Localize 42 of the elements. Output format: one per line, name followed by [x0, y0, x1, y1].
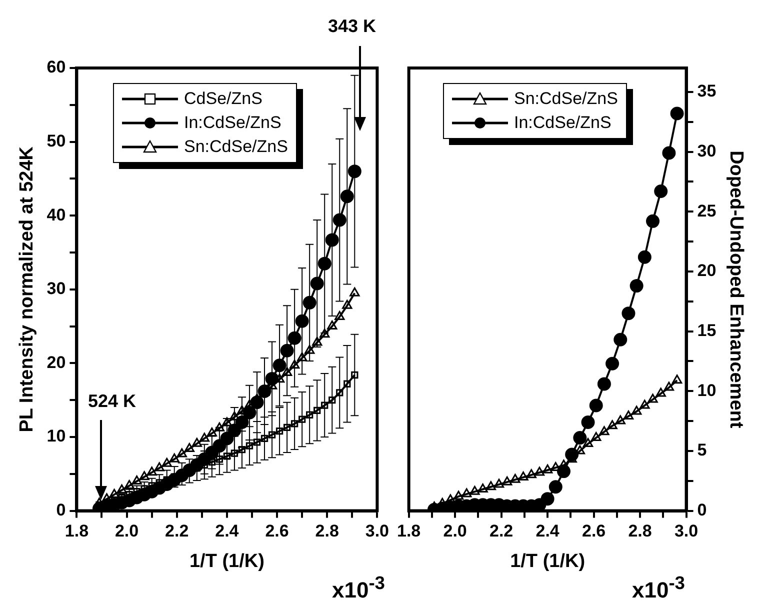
text: 343 K	[328, 16, 376, 37]
x-axis-title: 1/T (1/K)	[189, 550, 264, 572]
y2-axis-title: Doped-Undoped Enhancement	[725, 150, 746, 429]
y-tick-label: 40	[46, 205, 66, 224]
y-axis-title: PL Intensity normalized at 524K	[16, 146, 38, 432]
y2-tick-label: 10	[697, 380, 716, 400]
y-tick-label: 10	[46, 426, 66, 446]
y-tick-label: 50	[46, 131, 66, 150]
y-tick-label: 20	[46, 352, 66, 372]
x-tick-label: 2.8	[628, 522, 652, 541]
y2-tick-label: 30	[697, 141, 716, 160]
legend-label: Sn:CdSe/ZnS	[514, 88, 618, 110]
y2-tick-label: 15	[697, 320, 716, 340]
y-tick-label: 30	[46, 279, 66, 298]
x-tick-label: 3.0	[365, 522, 390, 541]
annotation: 524 K	[88, 391, 136, 412]
text: x10$^{-3}$	[332, 572, 385, 603]
x-tick-label: 2.2	[165, 522, 189, 541]
y2-tick-label: 25	[697, 201, 716, 220]
x-tick-label: 2.6	[582, 522, 606, 541]
x-tick-label: 1.8	[396, 522, 421, 541]
x-tick-label: 2.2	[489, 522, 514, 541]
y2-tick-label: 20	[697, 261, 716, 280]
y-tick-label: 0	[56, 500, 66, 520]
y2-tick-label: 5	[697, 440, 707, 460]
legend-label: CdSe/ZnS	[184, 88, 262, 110]
x-axis-title: 1/T (1/K)	[510, 550, 586, 572]
x-tick-label: 2.0	[443, 522, 467, 541]
y-tick-label: 60	[46, 58, 66, 77]
legend-label: Sn:CdSe/ZnS	[184, 136, 288, 158]
text: x10$^{-3}$	[632, 572, 685, 603]
x-tick-label: 3.0	[674, 522, 698, 541]
x-tick-label: 2.8	[315, 522, 339, 541]
legend-label: In:CdSe/ZnS	[514, 112, 612, 134]
x-tick-label: 2.0	[114, 522, 139, 541]
x-tick-label: 2.6	[265, 522, 289, 541]
y2-tick-label: 0	[697, 500, 707, 520]
y2-tick-label: 35	[697, 82, 716, 101]
x-tick-label: 1.8	[64, 522, 89, 541]
x-tick-label: 2.4	[536, 522, 560, 541]
legend-label: In:CdSe/ZnS	[184, 112, 282, 134]
x-tick-label: 2.4	[215, 522, 240, 541]
